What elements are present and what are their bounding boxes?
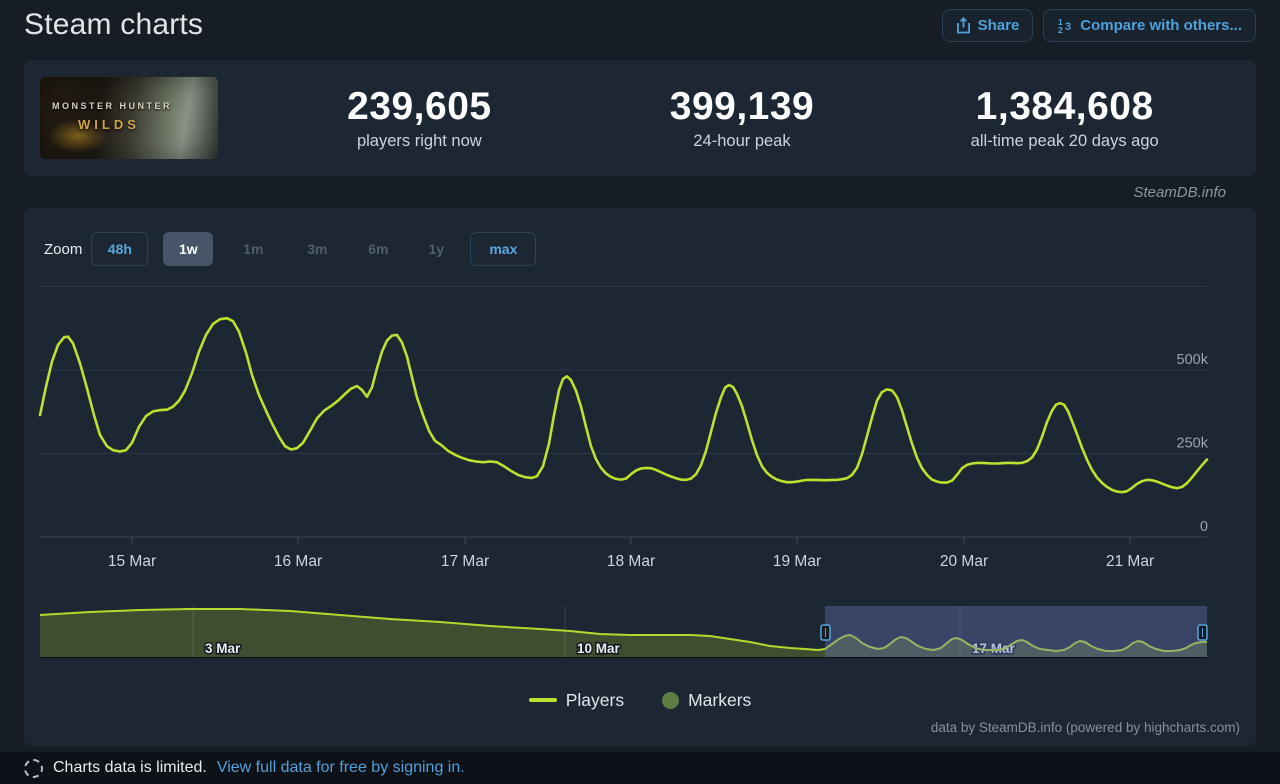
zoom-button-3m: 3m — [307, 241, 328, 257]
markers-legend-label: Markers — [688, 689, 752, 710]
players-series-line[interactable] — [38, 316, 1209, 494]
page-title: Steam charts — [24, 8, 204, 41]
svg-text:1: 1 — [1058, 17, 1063, 27]
share-button-label: Share — [977, 16, 1020, 34]
stat-value: 399,139 — [669, 84, 815, 128]
chart-legend: Players Markers — [24, 682, 1256, 718]
chart-panel: Zoom 48h 1w 1m 3m 6m 1y max 500k 250k 0 15 … — [24, 208, 1256, 746]
x-axis-label: 16 Mar — [274, 553, 322, 570]
x-axis-label: 15 Mar — [108, 553, 156, 570]
nav-date-label: 3 Mar — [205, 641, 241, 656]
header-buttons: Share 1 2 3 Compare with others... — [941, 8, 1256, 42]
share-icon — [956, 16, 971, 34]
stat-value: 1,384,608 — [975, 84, 1154, 128]
compare-button-label: Compare with others... — [1080, 16, 1242, 34]
y-axis-label: 250k — [1177, 436, 1209, 452]
stat-current-players: 239,605 players right now — [258, 85, 581, 152]
footer-text: Charts data is limited. — [53, 759, 207, 776]
stat-label: 24-hour peak — [693, 132, 791, 151]
x-axis-label: 19 Mar — [773, 553, 821, 570]
zoom-button-6m: 6m — [368, 241, 389, 257]
stat-alltime-peak: 1,384,608 all-time peak 20 days ago — [903, 85, 1226, 152]
stat-24h-peak: 399,139 24-hour peak — [581, 85, 904, 152]
zoom-button-1m: 1m — [243, 241, 264, 257]
stats-panel: MONSTER HUNTER WILDS 239,605 players rig… — [24, 60, 1256, 176]
svg-text:2: 2 — [1058, 25, 1063, 34]
capsule-glow — [48, 119, 108, 153]
highcharts-credit: data by SteamDB.info (powered by highcha… — [930, 720, 1240, 735]
game-capsule-image[interactable]: MONSTER HUNTER WILDS — [40, 77, 218, 159]
stat-label: players right now — [356, 132, 482, 151]
loading-circle-icon — [24, 758, 43, 778]
zoom-toolbar: Zoom 48h 1w 1m 3m 6m 1y max — [44, 232, 537, 266]
steamdb-attribution: SteamDB.info — [1133, 184, 1226, 201]
nav-selected-range[interactable] — [825, 606, 1207, 657]
players-line-swatch — [528, 698, 557, 702]
y-axis-label: 500k — [1177, 352, 1209, 368]
navigator-svg[interactable]: 3 Mar 10 Mar 17 Mar — [24, 606, 1256, 664]
x-axis-label: 20 Mar — [940, 553, 988, 570]
nav-date-label: 10 Mar — [577, 641, 621, 656]
zoom-button-1w[interactable]: 1w — [163, 232, 214, 266]
legend-item-markers[interactable]: Markers — [662, 690, 751, 711]
players-legend-label: Players — [565, 689, 625, 710]
svg-text:3: 3 — [1065, 21, 1071, 33]
game-name-line2: WILDS — [78, 117, 140, 132]
compare-button[interactable]: 1 2 3 Compare with others... — [1043, 8, 1256, 42]
nav-date-label: 17 Mar — [972, 641, 1016, 656]
x-axis-label: 18 Mar — [607, 553, 655, 570]
footer-notice: Charts data is limited. View full data f… — [0, 752, 1280, 784]
stats-row: 239,605 players right now 399,139 24-hou… — [258, 85, 1226, 152]
main-chart-svg[interactable]: 500k 250k 0 15 Mar 16 Mar 17 Mar 18 Mar 19 Mar 2… — [24, 280, 1256, 580]
nav-series-line — [39, 608, 1207, 652]
zoom-button-1y: 1y — [428, 241, 445, 257]
compare-123-icon: 1 2 3 — [1057, 17, 1073, 34]
stat-label: all-time peak 20 days ago — [970, 132, 1159, 151]
zoom-label: Zoom — [44, 240, 83, 258]
zoom-button-max[interactable]: max — [470, 232, 537, 266]
share-button[interactable]: Share — [941, 8, 1034, 42]
legend-item-players[interactable]: Players — [528, 689, 625, 711]
y-axis-label: 0 — [1200, 519, 1208, 535]
x-axis-label: 17 Mar — [441, 553, 489, 570]
x-axis-label: 21 Mar — [1106, 553, 1154, 570]
zoom-button-48h[interactable]: 48h — [91, 232, 149, 266]
stat-value: 239,605 — [347, 84, 492, 128]
markers-dot-swatch — [662, 691, 680, 709]
header: Steam charts Share 1 2 3 Compare with ot — [0, 0, 1280, 48]
signin-link[interactable]: View full data for free by signing in. — [216, 759, 465, 776]
game-name-line1: MONSTER HUNTER — [52, 101, 172, 111]
